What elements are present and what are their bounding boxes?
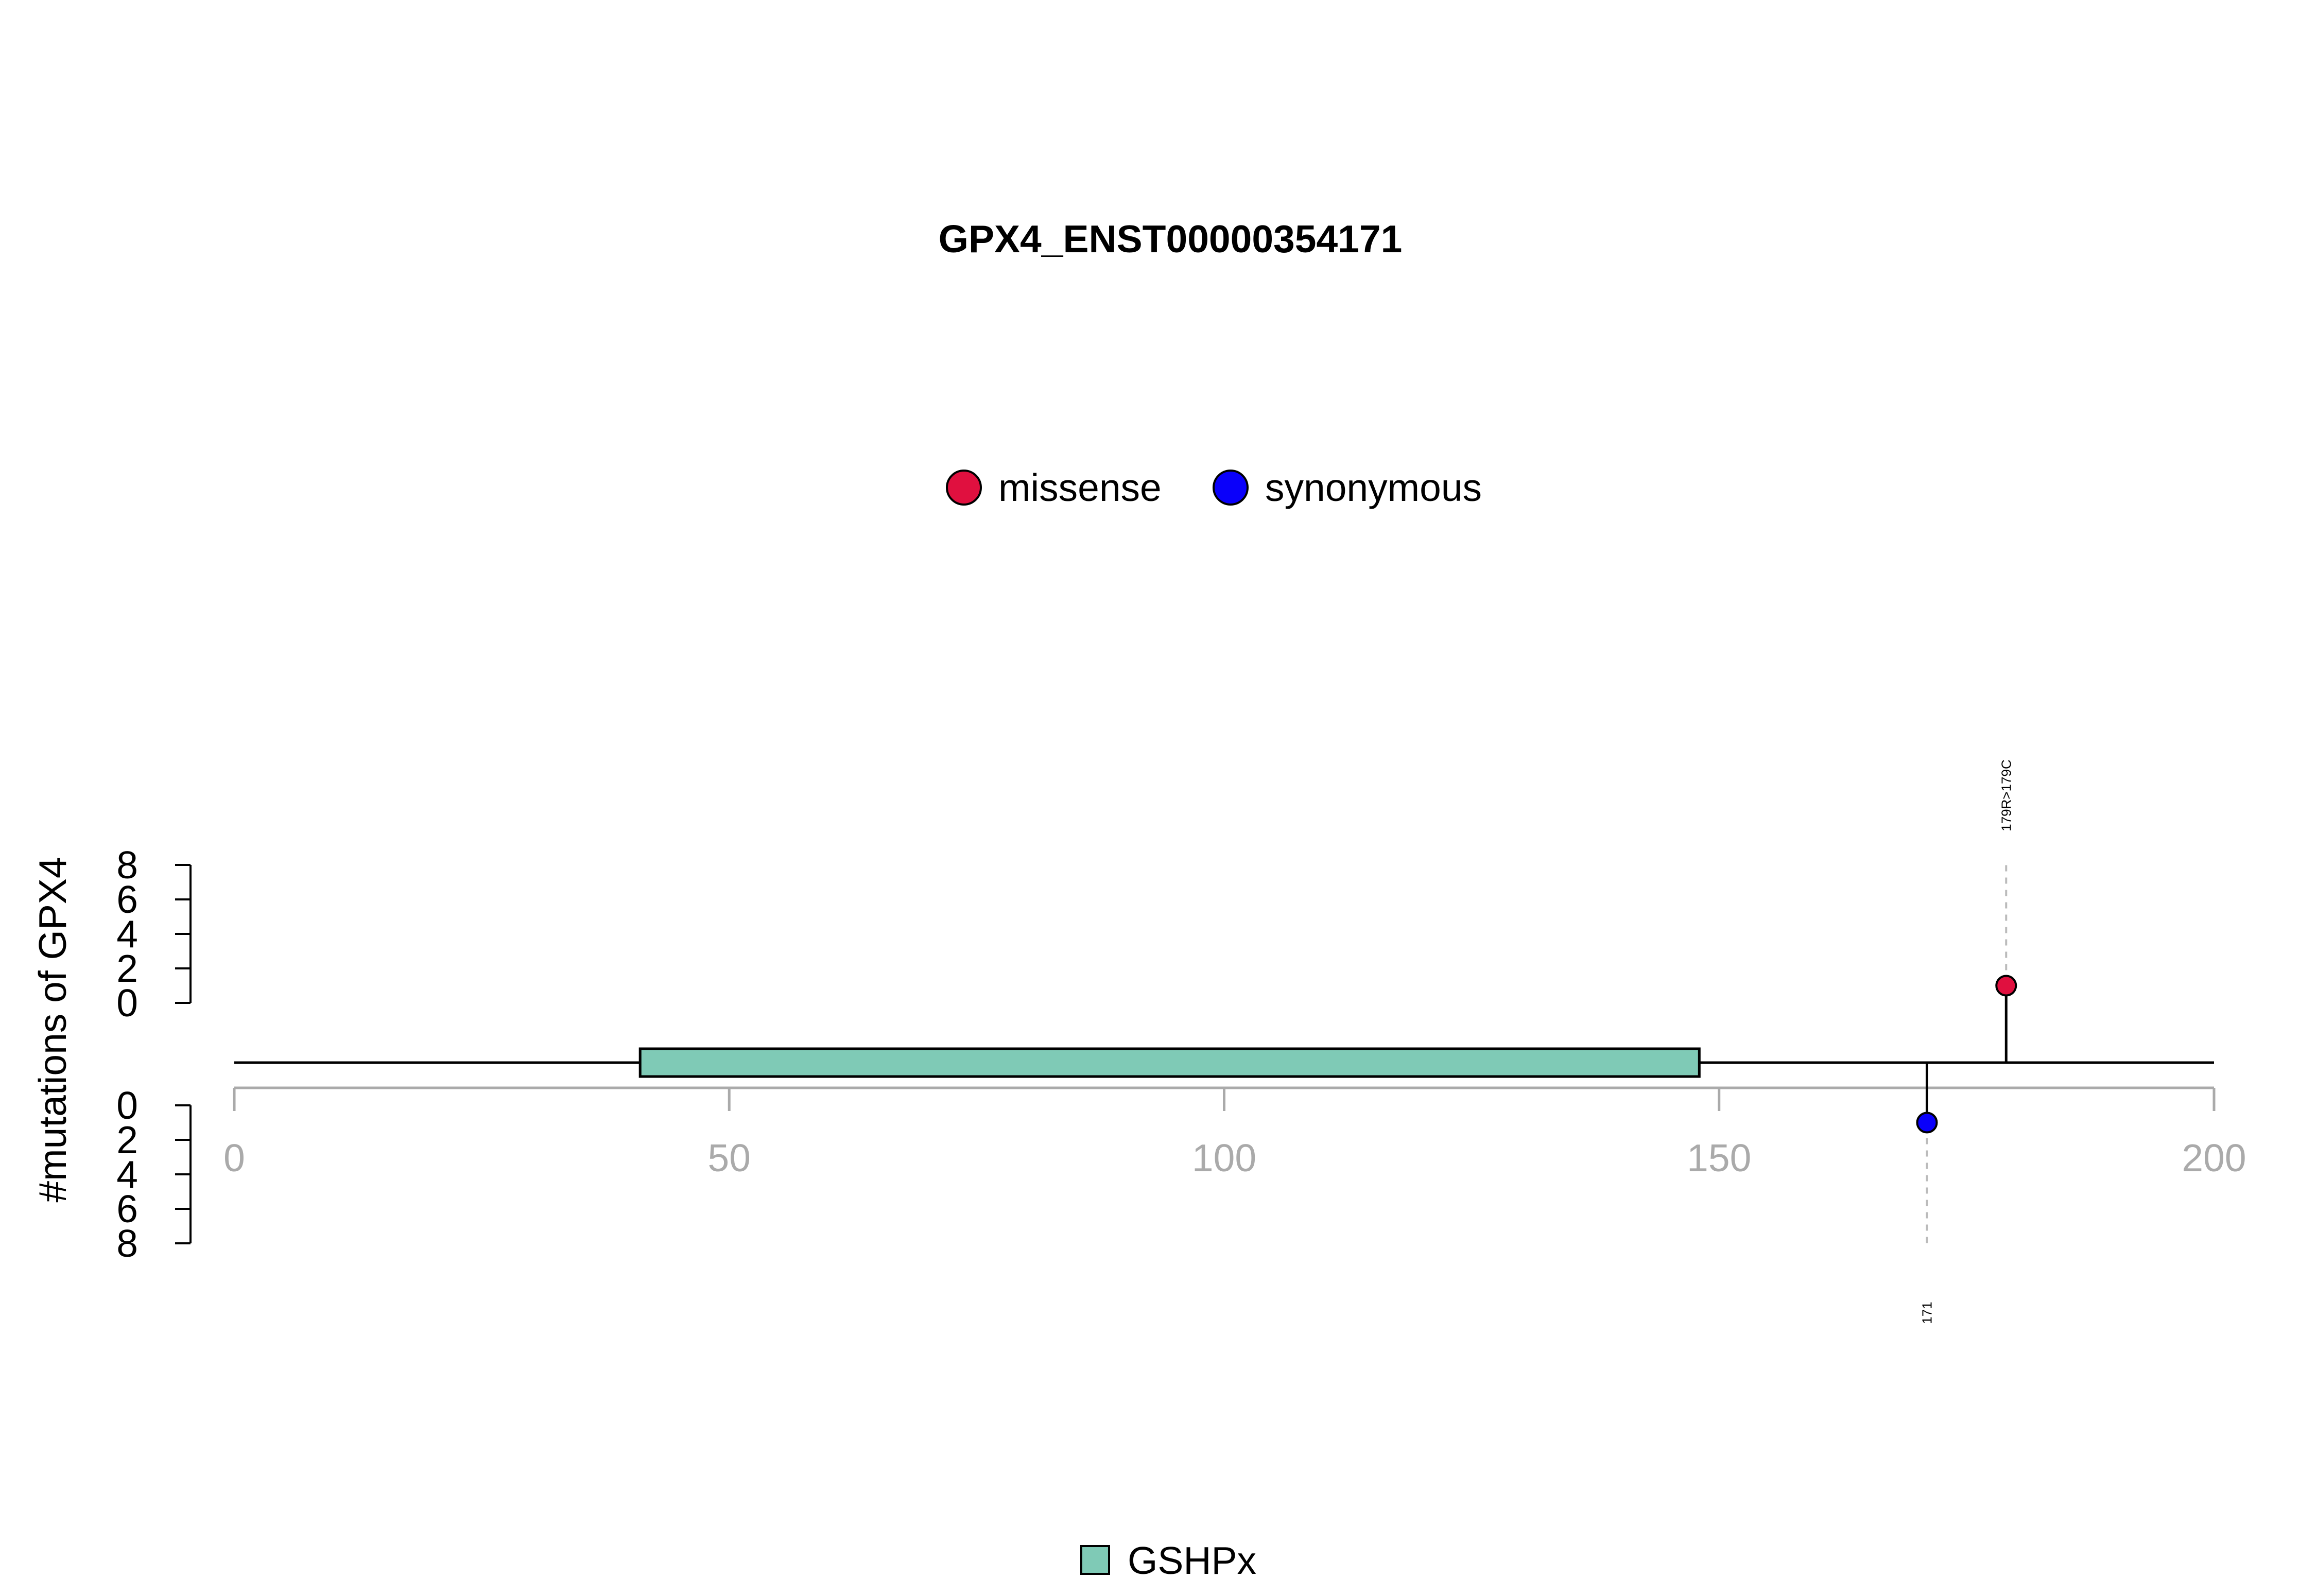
y-top-tick-label-8: 8 — [116, 843, 138, 887]
x-axis: 0 50 100 150 200 — [223, 1086, 2246, 1179]
x-tick-label-200: 200 — [2182, 1136, 2246, 1179]
y-bottom-tick-label-8: 8 — [116, 1222, 138, 1265]
x-tick-label-0: 0 — [223, 1136, 245, 1179]
y-bottom-tick-label-6: 6 — [116, 1187, 138, 1230]
domain-legend-label-GSHPx: GSHPx — [1128, 1539, 1256, 1582]
lollipop-head-1 — [1916, 1112, 1938, 1134]
y-top-tick-label-0: 0 — [116, 981, 138, 1025]
x-tick-label-50: 50 — [708, 1136, 751, 1179]
mutation-type-legend: missense synonymous — [946, 466, 1482, 509]
domain-legend-marker-GSHPx — [1080, 1545, 1110, 1575]
y-axis-label: #mutations of GPX4 — [31, 857, 74, 1202]
x-tick-label-100: 100 — [1192, 1136, 1256, 1179]
y-top-tick-label-2: 2 — [116, 947, 138, 990]
lollipop-label-1: 171 — [1919, 1302, 1934, 1324]
chart-title: GPX4_ENST00000354171 — [939, 217, 1403, 261]
y-bottom-tick-label-2: 2 — [116, 1118, 138, 1161]
lollipop-head-0 — [1995, 975, 2017, 997]
legend-marker-synonymous — [1213, 470, 1249, 506]
domain-GSHPx — [638, 1047, 1701, 1078]
x-tick-label-150: 150 — [1687, 1136, 1751, 1179]
domain-legend: GSHPx — [1080, 1539, 1256, 1582]
y-top-tick-label-4: 4 — [116, 912, 138, 956]
legend-marker-missense — [946, 470, 982, 506]
domain-layer — [638, 1047, 1701, 1078]
legend-label-synonymous: synonymous — [1265, 466, 1482, 509]
y-top-tick-label-6: 6 — [116, 878, 138, 921]
y-bottom-tick-label-4: 4 — [116, 1153, 138, 1196]
lollipop-label-0: 179R>179C — [1998, 759, 2014, 831]
legend-label-missense: missense — [998, 466, 1162, 509]
mutation-layer: 179R>179C 171 — [1916, 759, 2017, 1324]
y-bottom-tick-label-0: 0 — [116, 1084, 138, 1127]
